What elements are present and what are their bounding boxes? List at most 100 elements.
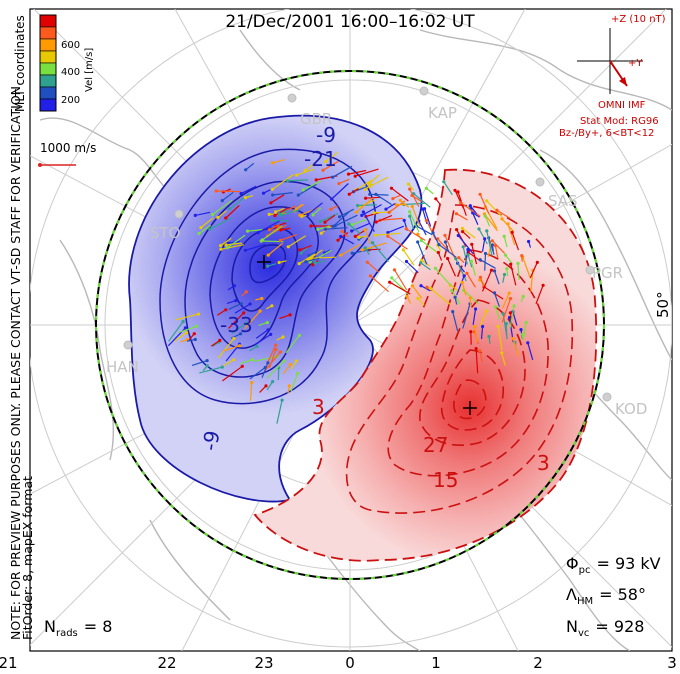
velocity-vector [369, 176, 389, 187]
vector-origin [208, 227, 212, 231]
vector-origin [469, 330, 473, 334]
vector-origin [337, 182, 341, 186]
vector-origin [402, 218, 406, 222]
vector-origin [323, 160, 328, 164]
velocity-vector [272, 159, 285, 164]
vector-origin [193, 337, 197, 342]
vector-origin [489, 268, 494, 272]
vector-origin [285, 179, 290, 183]
station-marker-kod [602, 392, 612, 402]
vector-origin [347, 222, 351, 226]
vector-origin [521, 332, 525, 336]
vector-origin [350, 251, 354, 255]
vector-origin [477, 227, 481, 231]
station-marker-pgr [585, 265, 595, 275]
vector-origin [269, 332, 273, 336]
velocity-vector [481, 269, 493, 292]
velocity-vector [281, 208, 301, 216]
vector-origin [329, 207, 333, 211]
vector-origin [453, 188, 457, 192]
vector-origin [219, 244, 223, 248]
vector-origin [331, 175, 335, 179]
potential-minimum-marker [257, 255, 271, 269]
vector-origin [192, 332, 196, 336]
vector-origin [337, 215, 342, 219]
velocity-vector [254, 333, 272, 346]
vector-origin [353, 174, 357, 178]
vector-origin [294, 359, 299, 363]
contour-label-pos: 15 [433, 468, 458, 492]
velocity-vector [216, 309, 227, 316]
vector-origin [197, 231, 201, 236]
vector-origin [269, 201, 273, 205]
vector-origin [505, 267, 509, 271]
vector-origin [250, 380, 254, 385]
velocity-vector [379, 217, 403, 221]
velocity-vector [217, 210, 227, 218]
vector-origin [410, 204, 414, 209]
velocity-vector [195, 211, 211, 216]
vector-origin [365, 260, 369, 264]
vector-origin [527, 239, 531, 244]
velocity-vector [290, 373, 299, 392]
vector-origin [277, 260, 281, 265]
stat-model-label: Stat Mod: RG96 [580, 116, 659, 127]
velocity-vector [230, 333, 241, 339]
velocity-vector [462, 303, 471, 329]
velocity-vector [479, 350, 483, 363]
velocity-vector [486, 200, 503, 218]
vector-origin [185, 331, 189, 335]
velocity-vector [507, 223, 516, 246]
vector-origin [304, 260, 308, 264]
vector-origin [240, 364, 244, 368]
vector-origin [270, 187, 275, 191]
vector-origin [468, 204, 472, 208]
velocity-vector [456, 275, 465, 296]
vector-origin [450, 288, 454, 293]
velocity-vector [247, 229, 263, 232]
velocity-vector [486, 230, 493, 257]
vector-origin [386, 231, 390, 235]
vector-origin [443, 233, 447, 237]
velocity-vector [503, 236, 508, 248]
vector-origin [526, 341, 530, 345]
vector-origin [419, 284, 423, 288]
vector-origin [473, 325, 477, 329]
reference-vector: 1000 m/s [38, 141, 96, 167]
velocity-vector [191, 360, 208, 366]
vector-origin [194, 324, 199, 328]
velocity-vector [365, 196, 381, 199]
velocity-vector [200, 217, 214, 229]
velocity-vector [276, 399, 283, 424]
vector-origin [225, 246, 229, 250]
velocity-vector [244, 310, 261, 330]
vector-origin [421, 207, 425, 211]
vector-origin [507, 291, 511, 295]
velocity-vector [512, 311, 518, 326]
velocity-vector [266, 360, 285, 379]
vector-origin [490, 239, 494, 243]
vector-origin [288, 362, 292, 366]
vector-origin [274, 210, 278, 214]
station-label: GBR [300, 110, 332, 128]
vector-origin [216, 215, 220, 220]
mlt-tick: 2 [533, 654, 543, 672]
vector-origin [500, 351, 504, 355]
velocity-vector [424, 208, 432, 227]
velocity-vector [355, 197, 374, 213]
heppner-maynard-boundary [95, 70, 605, 580]
velocity-vector [307, 202, 323, 215]
vector-origin [307, 253, 311, 257]
velocity-vector [168, 321, 184, 342]
vector-origin [474, 307, 478, 311]
velocity-vector [479, 310, 488, 326]
vector-origin [419, 239, 423, 243]
vector-origin [521, 294, 525, 299]
station-label: PGR [592, 264, 623, 282]
vector-origin [485, 199, 489, 203]
velocity-vector [217, 338, 235, 359]
vector-origin [509, 262, 513, 266]
vector-origin [353, 234, 357, 238]
vector-origin [384, 207, 388, 211]
